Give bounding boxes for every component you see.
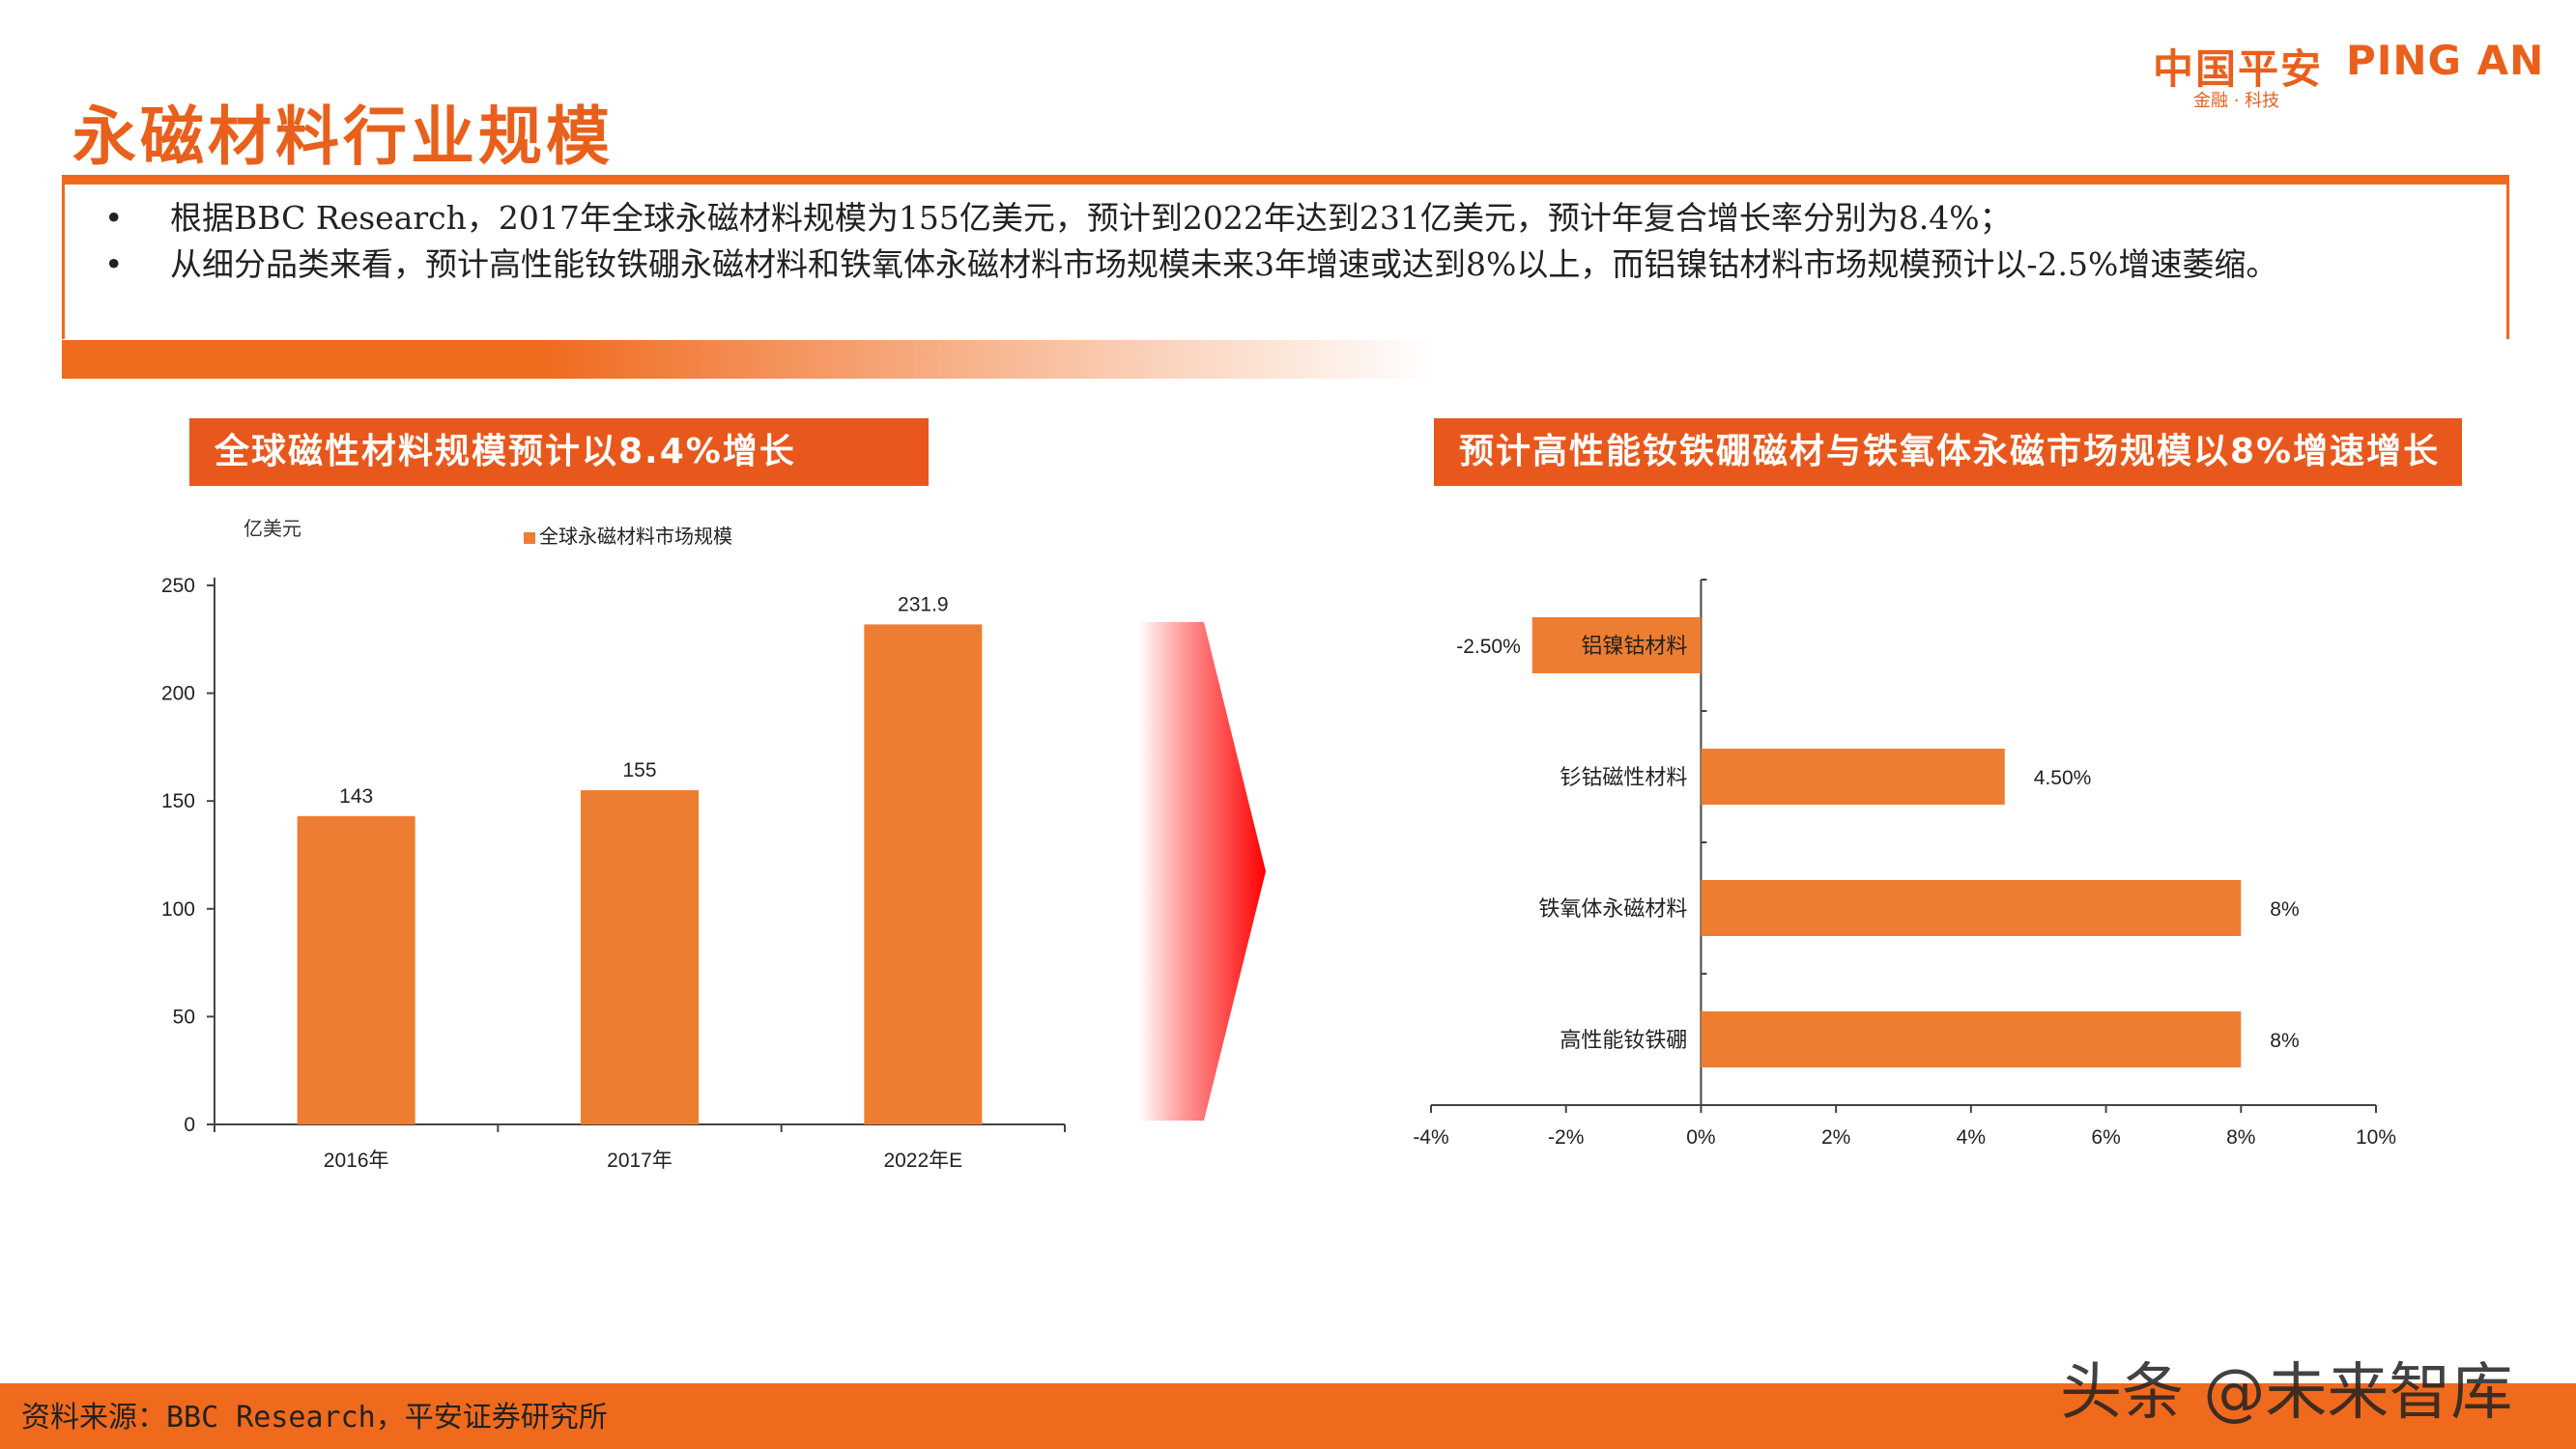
y-tick-label: 50 xyxy=(173,1006,195,1028)
x-tick-label: 2022年E xyxy=(883,1150,962,1172)
bullet-item: 从细分品类来看，预计高性能钕铁硼永磁材料和铁氧体永磁材料市场规模未来3年增速或达… xyxy=(97,242,2493,288)
bar xyxy=(1531,617,1702,673)
growth-rate-bar-chart: -4% -2% 0% 2% 4% 6% 8% 10% 铝镍钴材料 -2.50% 钐钴磁性材料 4.50… xyxy=(1413,579,2396,1149)
bar xyxy=(864,624,983,1124)
x-tick-label: -2% xyxy=(1548,1126,1584,1149)
bar-value-label: 8% xyxy=(2270,898,2299,921)
y-tick-label: 250 xyxy=(161,575,195,597)
category-label: 高性能钕铁硼 xyxy=(1560,1028,1687,1052)
page-title: 永磁材料行业规模 xyxy=(72,99,614,174)
bullet-box xyxy=(62,185,2509,339)
y-tick-label: 100 xyxy=(161,898,195,921)
legend-label: 全球永磁材料市场规模 xyxy=(539,526,732,548)
bar-value-label: 143 xyxy=(339,785,373,808)
bar xyxy=(297,815,415,1124)
bar xyxy=(581,790,699,1124)
y-tick-label: 200 xyxy=(161,683,195,705)
x-tick-label: 2017年 xyxy=(607,1150,673,1172)
footer-source: 资料来源：BBC Research，平安证券研究所 xyxy=(21,1401,608,1435)
logo-cn-text: 中国平安 xyxy=(2153,45,2324,93)
legend-swatch xyxy=(524,532,535,544)
category-label: 钐钴磁性材料 xyxy=(1560,765,1687,789)
arrow-icon xyxy=(1138,622,1266,1121)
bar xyxy=(1701,1011,2242,1067)
bar-value-label: -2.50% xyxy=(1456,636,1521,658)
market-size-bar-chart: 亿美元 全球永磁材料市场规模 0 50 100 150 200 250 143 2016年 155 2… xyxy=(161,518,1066,1172)
logo-en-text: PING AN xyxy=(2346,37,2545,84)
x-tick-label: -4% xyxy=(1413,1126,1448,1149)
bar-value-label: 155 xyxy=(622,759,656,781)
bullet-item: 根据BBC Research，2017年全球永磁材料规模为155亿美元，预计到2… xyxy=(97,195,2493,242)
bar-value-label: 4.50% xyxy=(2034,767,2092,789)
header-divider xyxy=(62,175,2509,185)
footer-bar xyxy=(0,1383,2576,1449)
x-tick-label: 2016年 xyxy=(324,1150,389,1172)
y-unit-label: 亿美元 xyxy=(243,518,301,540)
right-section-header: 预计高性能钕铁硼磁材与铁氧体永磁市场规模以8%增速增长 xyxy=(1434,418,2462,486)
x-tick-label: 6% xyxy=(2091,1126,2120,1149)
category-label: 铝镍钴材料 xyxy=(1581,634,1687,658)
bar xyxy=(1701,880,2242,936)
bullet-list: 根据BBC Research，2017年全球永磁材料规模为155亿美元，预计到2… xyxy=(97,195,2493,288)
logo-subtitle: 金融 · 科技 xyxy=(2193,91,2280,111)
x-tick-label: 4% xyxy=(1957,1126,1986,1149)
bar xyxy=(1701,749,2005,805)
bar-value-label: 231.9 xyxy=(898,593,949,615)
category-label: 铁氧体永磁材料 xyxy=(1538,896,1687,921)
bar-value-label: 8% xyxy=(2270,1030,2299,1052)
x-tick-label: 2% xyxy=(1821,1126,1850,1149)
y-tick-label: 150 xyxy=(161,790,195,812)
watermark: 头条 @未来智库 xyxy=(2060,1357,2513,1429)
gradient-bar xyxy=(62,340,1434,379)
x-tick-label: 0% xyxy=(1686,1126,1715,1149)
y-tick-label: 0 xyxy=(184,1114,195,1136)
x-tick-label: 10% xyxy=(2356,1126,2396,1149)
x-tick-label: 8% xyxy=(2226,1126,2255,1149)
left-section-header: 全球磁性材料规模预计以8.4%增长 xyxy=(189,418,929,486)
